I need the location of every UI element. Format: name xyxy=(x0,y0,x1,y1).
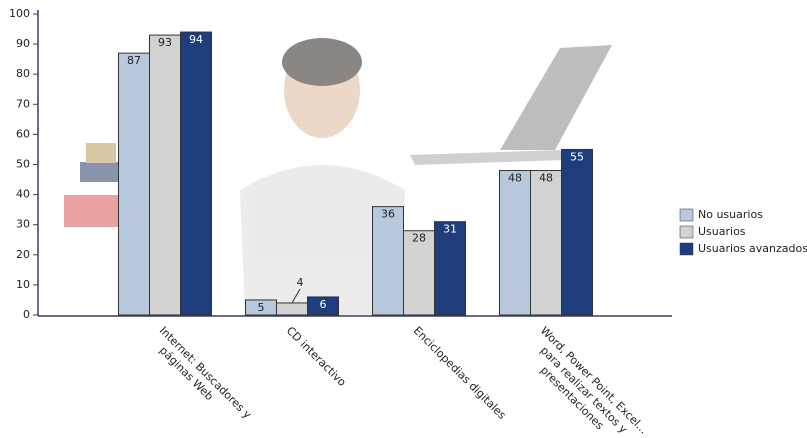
y-tick-label: 60 xyxy=(16,127,30,140)
x-tick-label-group: CD interactivo xyxy=(284,324,349,389)
x-tick-label: Internet: Buscadores y xyxy=(157,324,255,422)
bar xyxy=(118,52,150,316)
label-leader xyxy=(291,288,301,304)
bar xyxy=(149,34,181,316)
x-tick-label: Enciclopedias digitales xyxy=(411,324,509,422)
y-tick-label: 100 xyxy=(9,7,30,20)
x-tick-label-group: Word, Power Point, Excel...para realizar… xyxy=(538,324,650,436)
y-tick-label: 90 xyxy=(16,37,30,50)
bar xyxy=(276,302,308,316)
value-label: 4 xyxy=(297,276,304,289)
bar xyxy=(372,206,404,316)
x-tick-label: para realizar textos y xyxy=(538,344,630,436)
legend-swatch xyxy=(679,225,694,239)
y-tick-label: 50 xyxy=(16,158,30,171)
bar xyxy=(499,170,531,316)
background-photo xyxy=(64,38,612,315)
legend-swatch xyxy=(679,242,694,256)
y-tick-label: 40 xyxy=(16,188,30,201)
legend-label: No usuarios xyxy=(698,208,763,221)
value-label: 94 xyxy=(189,33,203,46)
y-tick-label: 70 xyxy=(16,97,30,110)
value-label: 5 xyxy=(258,301,265,314)
value-label: 31 xyxy=(443,223,457,236)
y-tick-label: 20 xyxy=(16,248,30,261)
value-label: 87 xyxy=(127,54,141,67)
bar xyxy=(307,296,339,316)
y-tick-label: 0 xyxy=(23,308,30,321)
value-label: 48 xyxy=(508,172,522,185)
y-tick-label: 30 xyxy=(16,218,30,231)
value-label: 6 xyxy=(320,298,327,311)
y-tick-label: 10 xyxy=(16,278,30,291)
value-label: 36 xyxy=(381,208,395,221)
x-tick-label: CD interactivo xyxy=(284,324,349,389)
legend-swatch xyxy=(679,208,694,222)
legend-label: Usuarios avanzados xyxy=(698,242,807,255)
legend-label: Usuarios xyxy=(698,225,746,238)
bar xyxy=(180,31,212,316)
bar xyxy=(403,230,435,316)
bar xyxy=(561,148,593,316)
value-label: 55 xyxy=(570,150,584,163)
x-tick-label-group: Enciclopedias digitales xyxy=(411,324,509,422)
y-tick-label: 80 xyxy=(16,67,30,80)
bar xyxy=(434,221,466,316)
value-label: 93 xyxy=(158,36,172,49)
bar xyxy=(530,170,562,316)
value-label: 48 xyxy=(539,172,553,185)
value-label: 28 xyxy=(412,232,426,245)
